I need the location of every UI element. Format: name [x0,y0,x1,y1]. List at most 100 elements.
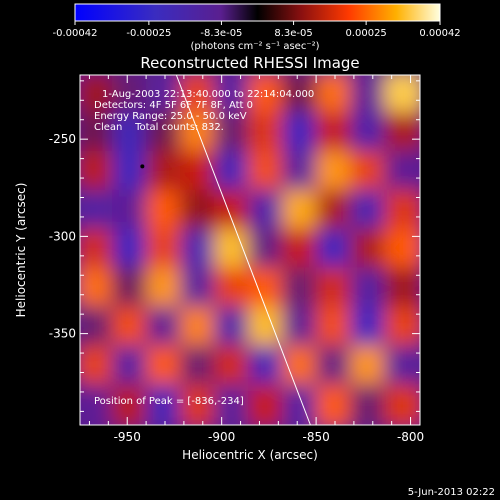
y-tick-label: -300 [49,229,76,243]
colorbar-unit-label: (photons cm⁻² s⁻¹ asec⁻²) [190,41,319,52]
heatmap-cell [112,150,150,194]
heatmap-cell [248,345,286,389]
heatmap-cell [146,111,184,155]
heatmap-cell [316,384,354,425]
solar-limb-line [175,75,311,425]
heatmap-cell [146,384,184,425]
heatmap-cell [350,384,388,425]
heatmap-cell [350,189,388,233]
heatmap-cell [316,75,354,116]
y-axis-label: Heliocentric Y (arcsec) [14,183,28,318]
info-energy-range: Energy Range: 25.0 - 50.0 keV [94,111,247,122]
heatmap-cell [146,75,184,116]
heatmap-cell [214,306,252,350]
x-tick-label: -800 [397,430,424,444]
y-tick-label: -250 [49,132,76,146]
heatmap-cell [316,189,354,233]
y-tick-label: -350 [49,327,76,341]
heatmap-cell [112,345,150,389]
heatmap-cell [214,228,252,272]
colorbar-tick-label: -0.00042 [53,28,98,39]
heatmap-cell [248,267,286,311]
heatmap-cell [384,384,420,425]
heatmap-cell [384,111,420,155]
heatmap-cell [282,267,320,311]
heatmap-cell [350,75,388,116]
heatmap-cell [282,189,320,233]
peak-marker [140,164,145,169]
heatmap-cell [350,150,388,194]
heatmap-cell [214,111,252,155]
heatmap-cell [248,111,286,155]
heatmap-cell [248,228,286,272]
heatmap-cell [80,345,116,389]
heatmap-cell [214,150,252,194]
heatmap-cell [384,345,420,389]
heatmap-cell [80,189,116,233]
heatmap-cell [248,189,286,233]
heatmap-cell [248,75,286,116]
heatmap-cell [146,228,184,272]
heatmap-cell [112,111,150,155]
x-tick-label: -850 [302,430,329,444]
heatmap-cell [248,150,286,194]
heatmap-cell [180,267,218,311]
colorbar-ticks: -0.00042 -0.00025 -8.3e-05 8.3e-05 0.00025 0.… [53,21,461,39]
heatmap-cell [350,345,388,389]
heatmap-cell [350,306,388,350]
x-tick-label: -900 [208,430,235,444]
heatmap-cell [384,267,420,311]
heatmap-cell [350,267,388,311]
heatmap-cell [316,345,354,389]
heatmap-cell [384,189,420,233]
heatmap-cell [112,75,150,116]
info-block: 1-Aug-2003 22:13:40.000 to 22:14:04.000 … [94,89,314,133]
heatmap-cell [146,345,184,389]
x-axis-ticks: -950 -900 -850 -800 [88,75,424,444]
heatmap-cell [180,345,218,389]
heatmap-cell [282,384,320,425]
heatmap-cell [146,306,184,350]
plot-frame [79,74,421,426]
heatmap-cell [350,111,388,155]
heatmap-cell [384,150,420,194]
heatmap-cell [180,150,218,194]
info-time-range: 1-Aug-2003 22:13:40.000 to 22:14:04.000 [102,89,314,100]
x-tick-label: -950 [114,430,141,444]
heatmap-cell [384,306,420,350]
colorbar-tick-label: 0.00025 [345,28,386,39]
x-axis-label: Heliocentric X (arcsec) [182,448,318,462]
colorbar-tick-label: -8.3e-05 [200,28,242,39]
y-axis-ticks: -250 -300 -350 [49,80,420,412]
heatmap-cell [180,306,218,350]
heatmap-cell [384,75,420,116]
heatmap-cell [180,189,218,233]
heatmap-cell [282,111,320,155]
heatmap-cell [350,228,388,272]
heatmap-cell [112,228,150,272]
heatmap-cell [282,75,320,116]
heatmap-cell [214,189,252,233]
chart-title: Reconstructed RHESSI Image [140,54,359,72]
heatmap-cell [214,345,252,389]
heatmap-cell [112,384,150,425]
heatmap-cell [180,75,218,116]
heatmap-cell [80,111,116,155]
heatmap-cell [112,267,150,311]
heatmap-cell [248,384,286,425]
colorbar-tick-label: 0.00042 [419,28,460,39]
heatmap-cell [316,111,354,155]
heatmap-cell [80,75,116,116]
heatmap-cell [80,267,116,311]
footer-date: 5-Jun-2013 02:22 [408,487,495,498]
heatmap-cell [282,150,320,194]
heatmap-cell [80,306,116,350]
heatmap-cell [112,189,150,233]
heatmap-cell [112,306,150,350]
heatmap-image [80,75,420,425]
colorbar-tick-label: 8.3e-05 [274,28,312,39]
colorbar [74,3,441,22]
heatmap-cell [146,267,184,311]
peak-position-label: Position of Peak = [-836,-234] [94,396,244,407]
heatmap-cell [80,384,116,425]
